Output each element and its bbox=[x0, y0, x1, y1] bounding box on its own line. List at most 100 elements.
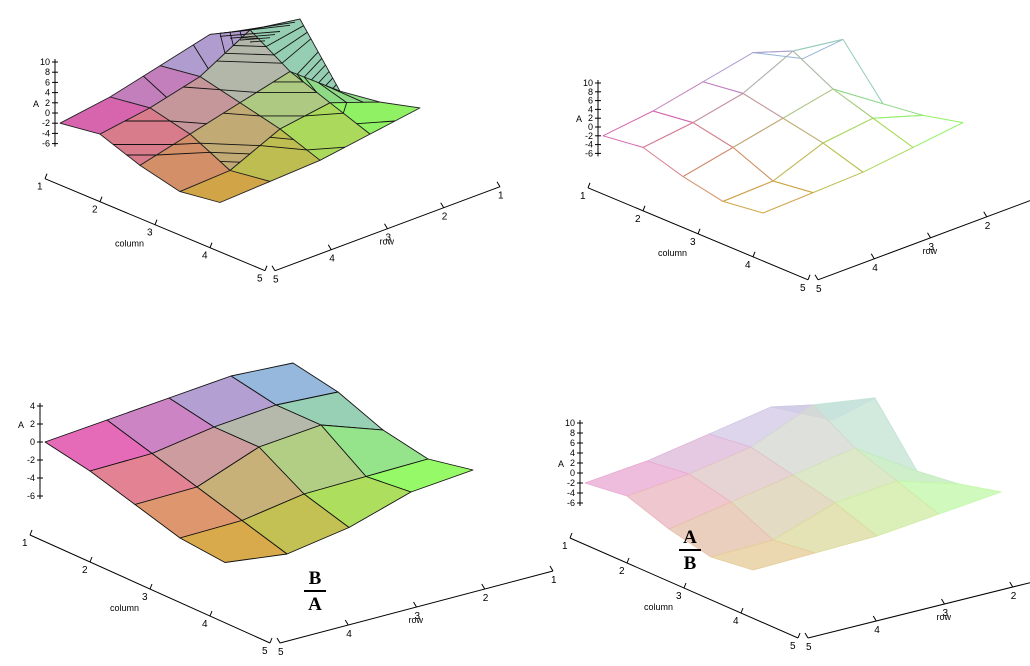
contour-line bbox=[125, 77, 396, 125]
surface-patch bbox=[822, 117, 914, 173]
row-tick bbox=[872, 615, 877, 622]
surface-patch bbox=[732, 117, 824, 182]
z-tick-label: 4 bbox=[30, 401, 35, 411]
column-tick bbox=[683, 582, 687, 589]
z-tick-label: -6 bbox=[27, 491, 35, 501]
column-tick bbox=[752, 251, 756, 257]
z-tick-label: -2 bbox=[42, 118, 50, 128]
row-tick bbox=[271, 265, 276, 271]
z-tick-label: -6 bbox=[42, 139, 50, 149]
z-axis-label: A bbox=[18, 420, 24, 430]
z-tick-label: 4 bbox=[570, 448, 575, 458]
z-tick-label: 8 bbox=[45, 67, 50, 77]
row-tick bbox=[549, 565, 554, 572]
surface-patch bbox=[642, 122, 734, 178]
row-tick bbox=[496, 181, 501, 187]
row-tick bbox=[413, 601, 417, 608]
annotation-a-over-b-numerator: A bbox=[683, 527, 697, 548]
surface-patch bbox=[179, 170, 271, 203]
column-tick-label: 5 bbox=[257, 274, 263, 285]
row-tick-label: 3 bbox=[386, 233, 392, 244]
column-tick bbox=[797, 632, 801, 639]
z-tick-label: -4 bbox=[585, 140, 593, 150]
z-tick-label: -2 bbox=[27, 455, 35, 465]
z-tick-label: 0 bbox=[570, 468, 575, 478]
column-tick bbox=[29, 529, 33, 536]
z-tick-label: 2 bbox=[45, 98, 50, 108]
column-tick bbox=[626, 557, 630, 564]
row-tick bbox=[481, 583, 486, 590]
row-tick-label: 3 bbox=[929, 242, 935, 253]
contour-line bbox=[229, 34, 319, 83]
z-tick-label: -4 bbox=[42, 128, 50, 138]
row-tick bbox=[276, 637, 281, 644]
column-tick-label: 5 bbox=[262, 646, 268, 657]
column-tick-label: 1 bbox=[580, 191, 586, 202]
column-axis-label: column bbox=[658, 248, 687, 258]
annotation-b-over-a-denominator: A bbox=[308, 594, 322, 615]
annotation-a-over-b-denominator: B bbox=[684, 553, 697, 574]
row-tick-label: 3 bbox=[943, 608, 949, 619]
z-tick-label: 0 bbox=[30, 437, 35, 447]
row-tick-label: 5 bbox=[273, 275, 279, 286]
column-tick-label: 3 bbox=[676, 591, 682, 602]
plot-patch-surface: 4 2 0 -2 -4 -6 A 1 2 3 4 5 column 5 4 3 2 1 row bbox=[18, 362, 557, 658]
column-axis-label: column bbox=[110, 603, 139, 613]
surface-patch bbox=[722, 180, 814, 214]
row-tick-label: 2 bbox=[1011, 591, 1017, 602]
contour-line bbox=[219, 24, 308, 56]
column-tick bbox=[209, 242, 213, 248]
z-tick-label: -2 bbox=[585, 131, 593, 141]
row-tick bbox=[814, 274, 819, 281]
z-tick-label: 6 bbox=[570, 438, 575, 448]
column-tick bbox=[569, 532, 573, 539]
column-tick-label: 5 bbox=[800, 283, 806, 294]
contour-line bbox=[216, 38, 312, 64]
column-tick-label: 4 bbox=[202, 251, 208, 262]
row-tick bbox=[384, 223, 388, 229]
annotation-b-over-a-numerator: B bbox=[309, 568, 322, 589]
column-tick bbox=[587, 182, 591, 188]
z-tick-label: 10 bbox=[583, 78, 593, 88]
column-tick bbox=[149, 583, 153, 590]
row-tick-label: 4 bbox=[872, 263, 878, 274]
z-tick-label: -4 bbox=[567, 488, 575, 498]
column-tick bbox=[44, 173, 48, 179]
contour-line bbox=[229, 21, 304, 48]
z-tick-label: 10 bbox=[565, 418, 575, 428]
column-tick bbox=[269, 637, 273, 644]
row-tick bbox=[804, 632, 809, 639]
surface-patch bbox=[710, 539, 816, 571]
row-tick-label: 5 bbox=[816, 284, 822, 295]
z-tick-label: -2 bbox=[567, 478, 575, 488]
annotation-a-over-b: A B bbox=[679, 527, 701, 574]
column-tick-label: 2 bbox=[92, 205, 98, 216]
column-tick-label: 1 bbox=[37, 182, 43, 193]
z-axis-label: A bbox=[33, 99, 39, 109]
column-tick-label: 3 bbox=[690, 237, 696, 248]
row-axis bbox=[274, 186, 501, 272]
column-axis-label: column bbox=[644, 602, 673, 612]
column-tick-label: 2 bbox=[619, 566, 625, 577]
contour-line bbox=[223, 71, 348, 117]
surface-patch bbox=[742, 50, 834, 119]
column-tick bbox=[99, 196, 103, 202]
surface-patch bbox=[692, 92, 784, 148]
contour-line bbox=[219, 160, 241, 163]
surface-patch bbox=[652, 81, 744, 124]
column-tick bbox=[89, 556, 93, 563]
row-axis bbox=[807, 582, 1030, 639]
row-tick-label: 5 bbox=[278, 647, 284, 658]
surface-patch bbox=[832, 88, 924, 119]
column-tick bbox=[807, 274, 811, 280]
row-axis-label: row bbox=[923, 246, 938, 256]
z-tick-label: 6 bbox=[588, 96, 593, 106]
contour-line bbox=[239, 30, 259, 39]
column-tick bbox=[264, 265, 268, 271]
z-tick-label: 2 bbox=[570, 458, 575, 468]
z-tick-label: 2 bbox=[588, 113, 593, 123]
surface-patch bbox=[702, 50, 794, 94]
row-axis-label: row bbox=[409, 615, 424, 625]
